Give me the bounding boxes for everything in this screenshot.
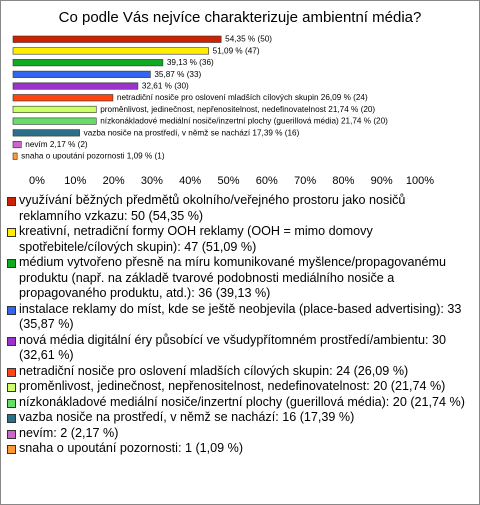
x-tick-label: 10% <box>64 175 86 187</box>
legend-label: snaha o upoutání pozornosti: 1 (1,09 %) <box>19 441 244 455</box>
data-label: netradiční nosiče pro oslovení mladších … <box>117 93 368 102</box>
data-label: 51,09 % (47) <box>213 46 260 55</box>
legend-item: instalace reklamy do míst, kde se ještě … <box>7 302 469 333</box>
legend-swatch <box>7 429 16 439</box>
legend-item: využívání běžných předmětů okolního/veře… <box>7 193 469 224</box>
data-label: nevím 2,17 % (2) <box>25 140 88 149</box>
legend-item: proměnlivost, jedinečnost, nepřenositeln… <box>7 379 469 395</box>
legend-item: snaha o upoutání pozornosti: 1 (1,09 %) <box>7 441 469 457</box>
bar <box>12 105 97 113</box>
legend-label: vazba nosiče na prostředí, v němž se nac… <box>19 410 355 424</box>
legend-label: proměnlivost, jedinečnost, nepřenositeln… <box>19 379 446 393</box>
legend-swatch <box>7 305 16 315</box>
x-tick-label: 40% <box>179 175 201 187</box>
legend-label: nevím: 2 (2,17 %) <box>19 425 119 440</box>
bar <box>12 141 22 149</box>
data-label: 54,35 % (50) <box>225 35 272 44</box>
bar <box>12 94 114 102</box>
legend-label: kreativní, netradiční formy OOH reklamy … <box>19 224 373 254</box>
legend-swatch <box>7 259 16 268</box>
legend-item: netradiční nosiče pro oslovení mladších … <box>7 364 469 380</box>
plot: 0% 10% 20% 30% 40% 50% 60% 70% 80% 90% 100% 54,35 %… <box>12 35 434 187</box>
legend-swatch <box>7 398 16 408</box>
data-label: nízkonákladové mediální nosiče/inzertní … <box>100 117 388 126</box>
legend-swatch <box>7 367 16 377</box>
chart-title: Co podle Vás nejvíce charakterizuje ambi… <box>58 9 422 26</box>
x-tick-label: 50% <box>217 175 239 187</box>
legend-swatch <box>7 383 16 392</box>
bar <box>12 152 18 160</box>
x-tick-label: 100% <box>406 175 434 187</box>
bar <box>12 35 222 43</box>
x-tick-label: 80% <box>332 175 354 187</box>
x-tick-label: 90% <box>371 175 393 187</box>
legend-item: nízkonákladové mediální nosiče/inzertní … <box>7 395 469 411</box>
data-label: 39,13 % (36) <box>167 58 214 67</box>
legend-item: nová média digitální éry působící ve všu… <box>7 333 469 364</box>
legend-swatch <box>7 445 16 454</box>
legend-label: nízkonákladové mediální nosiče/inzertní … <box>19 394 465 409</box>
legend-label: využívání běžných předmětů okolního/veře… <box>19 193 406 223</box>
legend-item: nevím: 2 (2,17 %) <box>7 426 469 442</box>
data-label: snaha o upoutání pozornosti 1,09 % (1) <box>21 152 165 161</box>
legend-label: instalace reklamy do míst, kde se ještě … <box>19 301 462 332</box>
legend-item: médium vytvořeno přesně na míru komuniko… <box>7 255 469 302</box>
data-label: vazba nosiče na prostředí, v němž se nac… <box>84 128 300 137</box>
legend-swatch <box>7 414 16 423</box>
bar <box>12 129 80 137</box>
x-tick-label: 70% <box>294 175 316 187</box>
legend-swatch <box>7 197 16 206</box>
data-label: 32,61 % (30) <box>142 81 189 90</box>
x-tick-label: 20% <box>103 175 125 187</box>
data-label: proměnlivost, jedinečnost, nepřenositeln… <box>100 105 375 114</box>
x-tick-label: 60% <box>256 175 278 187</box>
x-tick-label: 30% <box>141 175 163 187</box>
bar <box>12 70 151 78</box>
data-label: 35,87 % (33) <box>154 70 201 79</box>
x-tick-label: 0% <box>29 175 45 187</box>
legend-label: nová média digitální éry působící ve všu… <box>19 332 447 363</box>
bar <box>12 117 97 125</box>
legend-item: kreativní, netradiční formy OOH reklamy … <box>7 224 469 255</box>
legend-label: netradiční nosiče pro oslovení mladších … <box>19 363 409 378</box>
legend-swatch <box>7 228 16 237</box>
bar <box>12 59 164 67</box>
bar <box>12 82 139 90</box>
legend-label: médium vytvořeno přesně na míru komuniko… <box>19 255 447 300</box>
legend-item: vazba nosiče na prostředí, v němž se nac… <box>7 410 469 426</box>
bar <box>12 47 209 55</box>
legend: využívání běžných předmětů okolního/veře… <box>7 193 469 457</box>
legend-swatch <box>7 336 16 346</box>
